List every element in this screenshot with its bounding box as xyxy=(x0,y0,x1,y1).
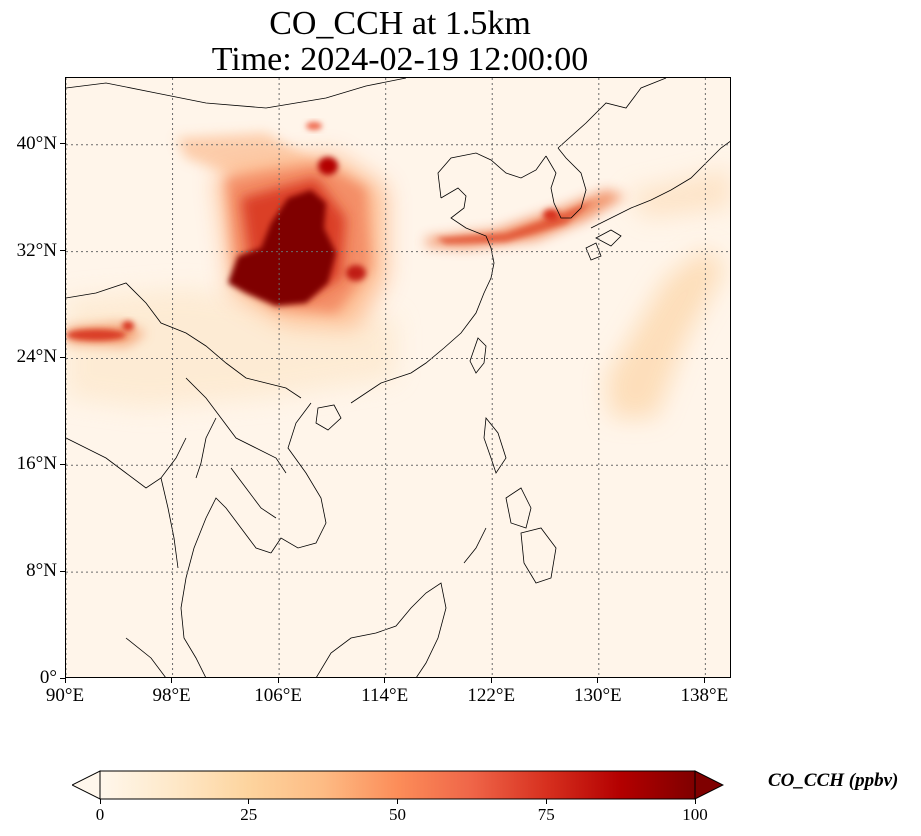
colorbar-tick-mark xyxy=(248,799,250,804)
colorbar-extend-max xyxy=(694,770,724,800)
lon-tick-mark xyxy=(384,678,386,683)
colorbar xyxy=(72,770,724,800)
lon-tick-mark xyxy=(171,678,173,683)
lat-tick-label: 32°N xyxy=(16,239,57,261)
colorbar-tick-label: 0 xyxy=(95,805,105,824)
colorbar-tick-label: 75 xyxy=(537,805,555,824)
colorbar-gradient xyxy=(99,770,696,800)
colorbar-tick-label: 50 xyxy=(389,805,406,824)
colorbar-tick-mark xyxy=(99,799,101,804)
lon-tick-mark xyxy=(277,678,279,683)
lon-tick-label: 90°E xyxy=(45,685,85,706)
lon-tick-mark xyxy=(490,678,492,683)
lon-tick-mark xyxy=(703,678,705,683)
lat-tick-label: 40°N xyxy=(16,132,57,154)
lat-tick-mark xyxy=(60,250,65,252)
colorbar-tick-mark xyxy=(545,799,547,804)
colorbar-tick-mark xyxy=(694,799,696,804)
lat-tick-label: 24°N xyxy=(16,346,57,368)
lat-tick-label: 16°N xyxy=(16,453,57,475)
lat-tick-label: 8°N xyxy=(26,560,57,582)
lon-tick-label: 106°E xyxy=(254,685,302,706)
lat-tick-mark xyxy=(60,356,65,358)
lon-tick-label: 130°E xyxy=(573,685,622,706)
lon-tick-mark xyxy=(597,678,599,683)
map-gridlines xyxy=(66,78,730,677)
lat-tick-mark xyxy=(60,570,65,572)
concentration-map xyxy=(66,78,730,677)
lat-tick-mark xyxy=(60,143,65,145)
lon-tick-label: 114°E xyxy=(361,685,409,706)
map-panel[interactable] xyxy=(65,77,731,678)
colorbar-tick-label: 25 xyxy=(240,805,258,824)
lat-tick-mark xyxy=(60,677,65,679)
colorbar-tick-label: 100 xyxy=(682,805,708,824)
lat-tick-label: 0° xyxy=(39,667,57,688)
concentration-field xyxy=(66,122,730,418)
lon-tick-mark xyxy=(64,678,66,683)
lat-tick-mark xyxy=(60,463,65,465)
map-title: CO_CCH at 1.5km xyxy=(269,5,531,42)
colorbar-tick-mark xyxy=(397,799,398,804)
lon-tick-label: 138°E xyxy=(680,685,729,706)
lon-tick-label: 98°E xyxy=(152,685,191,706)
colorbar-label: CO_CCH (ppbv) xyxy=(768,770,899,791)
coastlines xyxy=(66,78,730,677)
colorbar-extend-min xyxy=(72,770,101,800)
map-time-subtitle: Time: 2024-02-19 12:00:00 xyxy=(211,41,589,78)
lon-tick-label: 122°E xyxy=(467,685,516,706)
